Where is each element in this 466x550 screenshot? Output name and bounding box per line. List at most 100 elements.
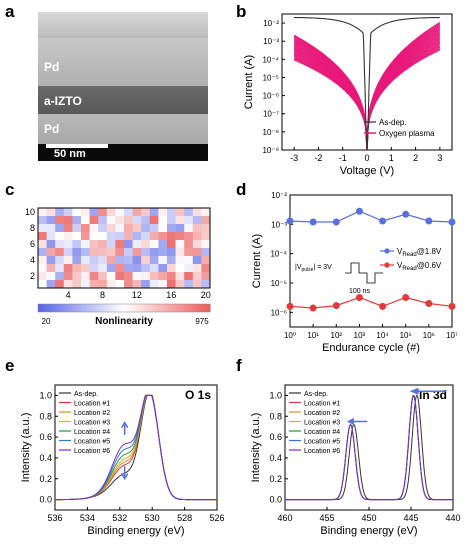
c-heatmap-cell [55, 264, 65, 273]
c-heatmap-cell [175, 256, 185, 265]
c-colorbar-segment [198, 304, 202, 312]
c-colorbar-segment [60, 304, 65, 312]
c-colorbar-segment [63, 304, 68, 312]
c-heatmap-cell [124, 216, 133, 225]
c-colorbar-segment [129, 304, 134, 312]
c-heatmap-cell [38, 224, 47, 233]
izto-layer [38, 86, 208, 114]
c-heatmap-cell [81, 280, 90, 289]
c-colorbar-segment [40, 304, 45, 312]
c-heatmap-cell [167, 256, 176, 265]
pd-top-label: Pd [44, 60, 60, 74]
c-heatmap-cell [167, 208, 176, 217]
d-x-tick-label: 10¹ [307, 331, 319, 340]
c-heatmap-cell [132, 272, 142, 281]
d-data-point [332, 302, 340, 310]
d-pulse-width-label: 100 ns [349, 288, 371, 295]
c-heatmap-cell [81, 240, 90, 249]
c-colorbar-segment [118, 304, 122, 312]
c-heatmap-cell [98, 208, 108, 217]
c-heatmap-cell [184, 208, 194, 217]
c-heatmap-cell [167, 232, 176, 241]
c-heatmap-cell [81, 264, 90, 273]
c-colorbar-segment [43, 304, 48, 312]
c-heatmap-cell [141, 240, 151, 249]
c-heatmap-cell [72, 216, 82, 225]
c-colorbar-segment [75, 304, 79, 312]
e-y-tick-label: 0.0 [39, 495, 52, 505]
c-heatmap-cell [89, 248, 99, 257]
c-heatmap-cell [46, 248, 56, 257]
c-heatmap-cell [115, 224, 125, 233]
b-x-tick-label: -2 [314, 153, 322, 163]
d-legend-label: VRead@0.6V [397, 261, 442, 272]
c-y-tick-label: 4 [30, 255, 35, 265]
c-heatmap-cell [184, 232, 194, 241]
c-heatmap-cell [158, 232, 168, 241]
c-colorbar-segment [89, 304, 93, 312]
c-heatmap-cell [124, 232, 133, 241]
b-x-tick-label: 1 [389, 153, 394, 163]
c-heatmap-cell [167, 280, 176, 289]
c-heatmap-cell [38, 256, 47, 265]
c-heatmap-cell [184, 280, 194, 289]
d-y-tick-label: 10⁻⁵ [271, 279, 287, 288]
c-heatmap-cell [149, 264, 159, 273]
c-colorbar-segment [175, 304, 179, 312]
c-colorbar-segment [58, 304, 62, 312]
c-heatmap-cell [141, 256, 151, 265]
c-colorbar-segment [187, 304, 191, 312]
c-heatmap-cell [89, 208, 99, 217]
f-title: In 3d [419, 388, 447, 402]
c-heatmap-cell [72, 224, 82, 233]
c-heatmap-cell [192, 248, 202, 257]
c-heatmap-cell [201, 280, 211, 289]
f-y-tick-label: 0.8 [269, 411, 282, 421]
c-heatmap-cell [55, 256, 65, 265]
c-heatmap-cell [158, 264, 168, 273]
c-heatmap-cell [149, 208, 159, 217]
b-y-tick-label: 10⁻² [263, 19, 279, 28]
c-heatmap-cell [141, 272, 151, 281]
f-x-tick-label: 440 [445, 513, 460, 523]
c-colorbar-segment [55, 304, 59, 312]
d-pulse-voltage-label: |Vpulse| = 3V [295, 264, 332, 273]
d-x-tick-label: 10³ [354, 331, 366, 340]
c-heatmap-cell [89, 272, 99, 281]
c-heatmap-cell [184, 216, 194, 225]
c-heatmap-cell [141, 280, 151, 289]
c-heatmap-cell [184, 240, 194, 249]
b-y-tick-label: 10⁻⁶ [263, 92, 279, 101]
b-legend-label-oxygen-plasma: Oxygen plasma [379, 129, 435, 138]
c-colorbar-segment [195, 304, 200, 312]
c-colorbar-segment [49, 304, 53, 312]
c-heatmap-cell [98, 216, 108, 225]
d-data-point [355, 207, 363, 215]
e-legend-label: Location #4 [74, 429, 110, 436]
e-legend-label: As-dep. [74, 391, 98, 398]
c-heatmap-cell [132, 216, 142, 225]
c-colorbar-segment [38, 304, 42, 312]
c-colorbar-segment [207, 304, 211, 312]
c-heatmap-cell [167, 248, 176, 257]
c-heatmap-cell [89, 224, 99, 233]
e-down-arrow-head [121, 473, 129, 481]
c-heatmap-cell [175, 280, 185, 289]
c-heatmap-cell [89, 240, 99, 249]
c-colorbar-segment [86, 304, 91, 312]
c-heatmap-cell [124, 256, 133, 265]
c-heatmap-cell [201, 232, 211, 241]
d-data-point [309, 304, 317, 312]
c-heatmap-cell [175, 232, 185, 241]
c-heatmap-cell [46, 264, 56, 273]
d-y-tick-label: 10⁻⁴ [270, 250, 287, 259]
f-x-tick-label: 450 [361, 513, 376, 523]
c-heatmap-cell [175, 272, 185, 281]
c-heatmap-cell [81, 256, 90, 265]
c-heatmap-cell [98, 240, 108, 249]
pd-bottom-layer [38, 114, 208, 144]
c-heatmap-cell [184, 256, 194, 265]
c-heatmap-cell [192, 216, 202, 225]
e-title: O 1s [185, 388, 211, 402]
c-heatmap-cell [184, 224, 194, 233]
